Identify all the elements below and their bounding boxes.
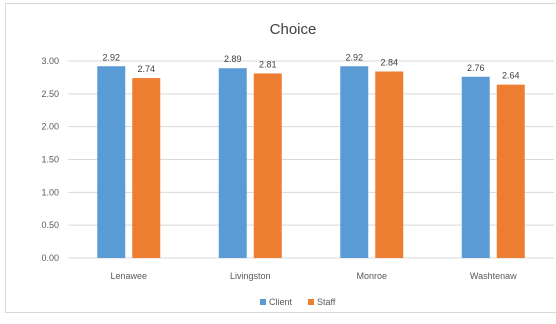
data-label: 2.92 <box>345 52 363 62</box>
bar-staff-monroe <box>375 71 404 258</box>
bar-staff-lenawee <box>132 78 161 258</box>
x-axis-category-labels: Lenawee Livingston Monroe Washtenaw <box>110 271 517 281</box>
data-label: 2.81 <box>259 59 277 69</box>
bar-client-monroe <box>340 66 369 259</box>
bars <box>97 66 525 259</box>
x-category-label: Monroe <box>356 271 387 281</box>
data-label: 2.89 <box>224 54 242 64</box>
y-axis-tick-labels: 0.00 0.50 1.00 1.50 2.00 2.50 3.00 <box>41 56 59 263</box>
y-tick-label: 0.00 <box>41 253 59 263</box>
y-tick-label: 0.50 <box>41 220 59 230</box>
y-tick-label: 1.50 <box>41 155 59 165</box>
legend-swatch-client <box>260 299 266 305</box>
data-labels: 2.92 2.74 2.89 2.81 2.92 2.84 2.76 2.64 <box>102 52 519 80</box>
chart-frame: Choice 0.00 0.50 1.00 1.50 2.00 2.50 3.00 2.92… <box>5 3 556 313</box>
bar-staff-washtenaw <box>496 84 525 258</box>
legend-label-client: Client <box>269 297 293 307</box>
x-category-label: Lenawee <box>110 271 147 281</box>
data-label: 2.92 <box>102 52 120 62</box>
bar-client-washtenaw <box>461 76 490 258</box>
x-category-label: Livingston <box>230 271 271 281</box>
legend-swatch-staff <box>308 299 314 305</box>
y-tick-label: 2.00 <box>41 122 59 132</box>
chart-title: Choice <box>270 21 317 38</box>
bar-client-livingston <box>218 68 247 259</box>
legend-label-staff: Staff <box>317 297 336 307</box>
data-label: 2.84 <box>380 58 398 68</box>
data-label: 2.74 <box>137 64 155 74</box>
bar-client-lenawee <box>97 66 126 259</box>
x-category-label: Washtenaw <box>470 271 517 281</box>
legend[interactable]: Client Staff <box>260 297 336 307</box>
y-tick-label: 2.50 <box>41 89 59 99</box>
data-label: 2.76 <box>467 63 485 73</box>
y-tick-label: 1.00 <box>41 187 59 197</box>
y-tick-label: 3.00 <box>41 56 59 66</box>
bar-staff-livingston <box>253 73 282 258</box>
chart-canvas: Choice 0.00 0.50 1.00 1.50 2.00 2.50 3.00 2.92… <box>41 21 554 307</box>
data-label: 2.64 <box>502 71 520 81</box>
